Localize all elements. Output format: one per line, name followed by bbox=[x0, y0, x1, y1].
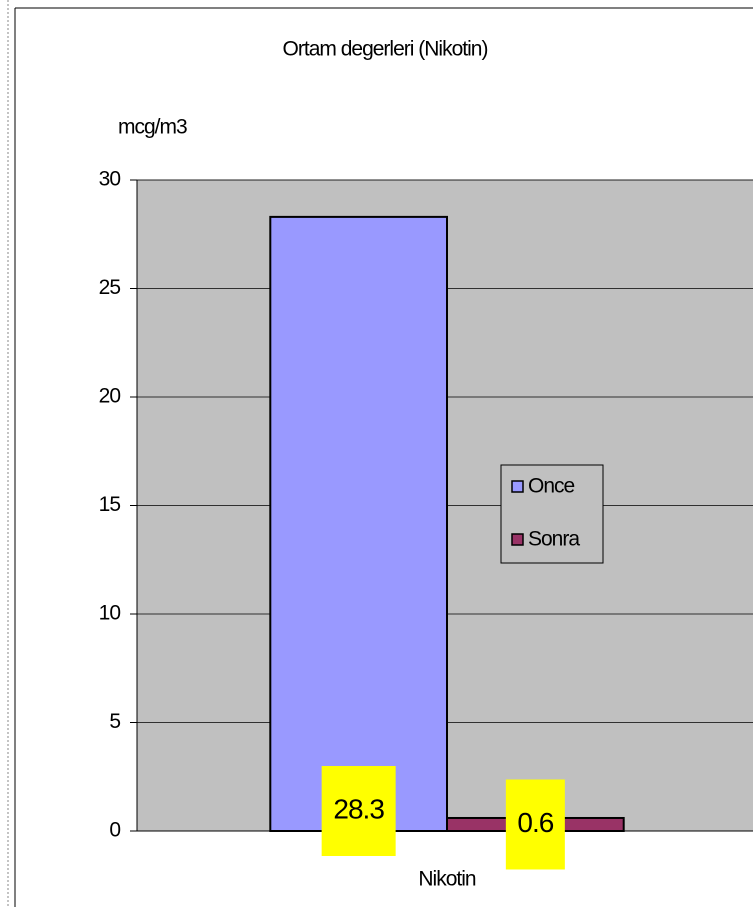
data-label: 0.6 bbox=[517, 807, 553, 838]
data-label: 28.3 bbox=[333, 793, 384, 824]
y-tick-label: 30 bbox=[99, 168, 121, 191]
legend-swatch bbox=[511, 533, 524, 546]
data-label-box bbox=[505, 779, 565, 870]
bar bbox=[269, 215, 448, 832]
legend-label: Sonra bbox=[528, 528, 580, 551]
y-tick-label: 25 bbox=[99, 276, 121, 299]
y-tick-label: 15 bbox=[99, 493, 121, 516]
y-tick-label: 5 bbox=[109, 710, 120, 733]
legend-swatch bbox=[511, 480, 524, 493]
y-tick-label: 20 bbox=[99, 385, 121, 408]
y-tick-label: 10 bbox=[99, 602, 121, 625]
y-tick-label: 0 bbox=[109, 819, 120, 842]
x-tick-label: Nikotin bbox=[418, 868, 476, 891]
data-label-box bbox=[321, 766, 396, 856]
legend-label: Once bbox=[528, 475, 575, 498]
chart-title: Ortam degerleri (Nikotin) bbox=[283, 38, 488, 61]
y-axis-label: mcg/m3 bbox=[118, 116, 187, 139]
